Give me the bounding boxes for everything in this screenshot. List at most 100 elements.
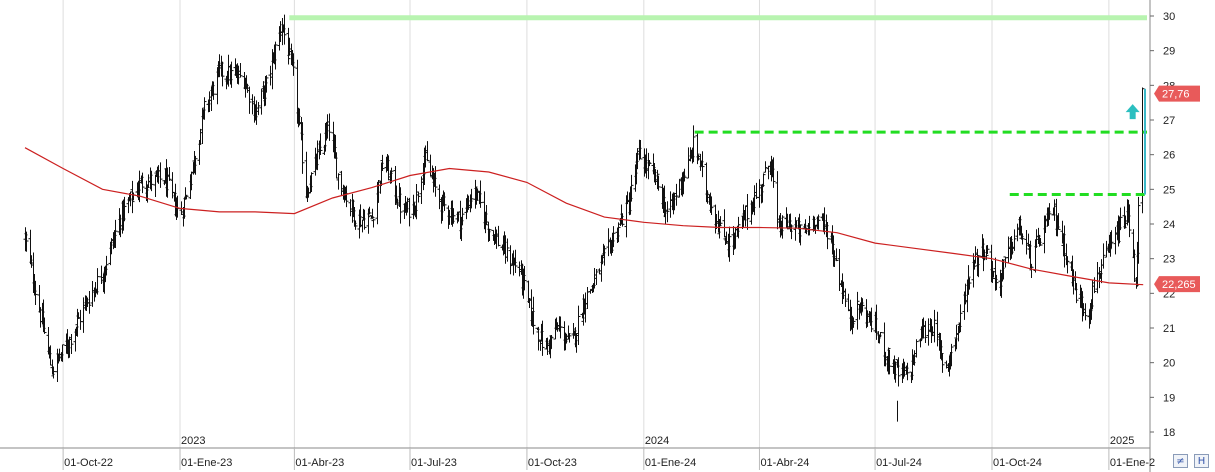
price-bar [158,162,163,188]
price-bar [972,259,977,270]
price-bar [1118,207,1123,231]
price-bar [585,287,590,309]
y-tick-label: 29 [1163,46,1175,58]
price-bar [75,308,80,337]
price-bar [990,260,995,284]
moving-average [24,147,1144,286]
price-bar [638,139,643,160]
price-bar [451,208,456,224]
price-bar [505,238,510,262]
price-bar [130,180,135,214]
price-bar [1029,263,1034,278]
price-bar [371,218,376,228]
price-bar [837,248,842,292]
price-bar [362,209,367,230]
price-bar [665,201,670,223]
price-bar [353,220,358,230]
price-bar [966,265,971,295]
zoom-icon[interactable]: ≠ [1173,454,1188,468]
price-bar [886,347,891,375]
x-tick-label: 01-Jul-24 [876,457,922,469]
price-bar [238,62,243,78]
price-bar [184,195,189,200]
y-tick-label: 25 [1163,184,1175,196]
x-tick-label: 01-Ene-24 [645,457,696,469]
price-bar [256,101,261,116]
price-bar [709,196,714,215]
price-bar [722,209,727,238]
y-tick-label: 21 [1163,323,1175,335]
price-bar [478,180,483,208]
x-tick-label: 01-Oct-24 [993,457,1042,469]
price-bar [348,199,353,217]
y-tick-label: 30 [1163,11,1175,23]
x-tick-label: 01-Oct-23 [528,457,577,469]
price-bar [496,225,501,247]
price-bar [99,265,104,285]
price-bar [460,207,465,226]
price-bar [336,173,341,190]
price-bar [1024,229,1029,255]
price-bar [344,185,349,208]
price-bar [855,291,860,330]
price-bar [611,226,616,248]
price-bar [887,349,892,375]
price-bar [757,179,762,208]
price-bar [51,366,56,379]
price-axis: 18192021222324252627282930 [1150,11,1175,439]
price-bar [42,317,47,334]
price-bar [851,317,856,328]
price-bar [411,194,416,220]
scroll-end-icon[interactable]: H [1194,454,1209,468]
price-bar [576,305,581,345]
price-bar [211,81,216,100]
price-tag-label: 22,265 [1162,279,1196,291]
year-label: 2024 [645,435,669,447]
price-tag: 27,76 [1154,85,1200,102]
price-bar [682,168,687,182]
price-bar [1083,303,1088,321]
price-bar [309,172,314,192]
price-bar [1109,230,1114,249]
year-label: 2025 [1110,435,1134,447]
price-bar [318,133,323,155]
price-bar [1020,233,1025,245]
x-tick-label: 01-Ene-23 [181,457,232,469]
price-bar [1136,196,1141,264]
price-bar [282,14,287,45]
price-bar [469,188,474,209]
y-tick-label: 26 [1163,150,1175,162]
price-bar [291,53,296,76]
price-bar [816,214,821,230]
price-tag: 22,265 [1154,276,1200,293]
breakout-arrow-icon [1125,104,1140,120]
price-bar [437,184,442,210]
price-bar [656,175,661,191]
price-bar [971,253,976,288]
resistance-lines [289,15,1147,197]
price-bar [745,194,750,230]
price-bar [540,320,545,356]
price-bar [1113,226,1118,255]
date-axis: 01-Oct-22 01-Ene-23 01-Abr-23 01-Jul-23 01-O… [62,435,1155,470]
price-bar [976,255,981,278]
price-bar [327,113,332,141]
price-bar [1127,204,1132,238]
price-bar [860,298,865,312]
price-bar [268,65,273,86]
price-bar [771,157,776,188]
price-bar [1006,236,1011,263]
price-bar [896,357,901,387]
price-bar [376,180,381,203]
price-bar [536,326,541,351]
price-bar [407,197,412,227]
price-bar [1104,240,1109,258]
price-bar [761,173,766,188]
price-bar [286,27,291,65]
price-bar [940,353,945,373]
price-bar [380,154,385,171]
price-bar [780,215,785,239]
price-bar [700,151,705,178]
price-bar [531,296,536,335]
price-bar [220,61,225,87]
